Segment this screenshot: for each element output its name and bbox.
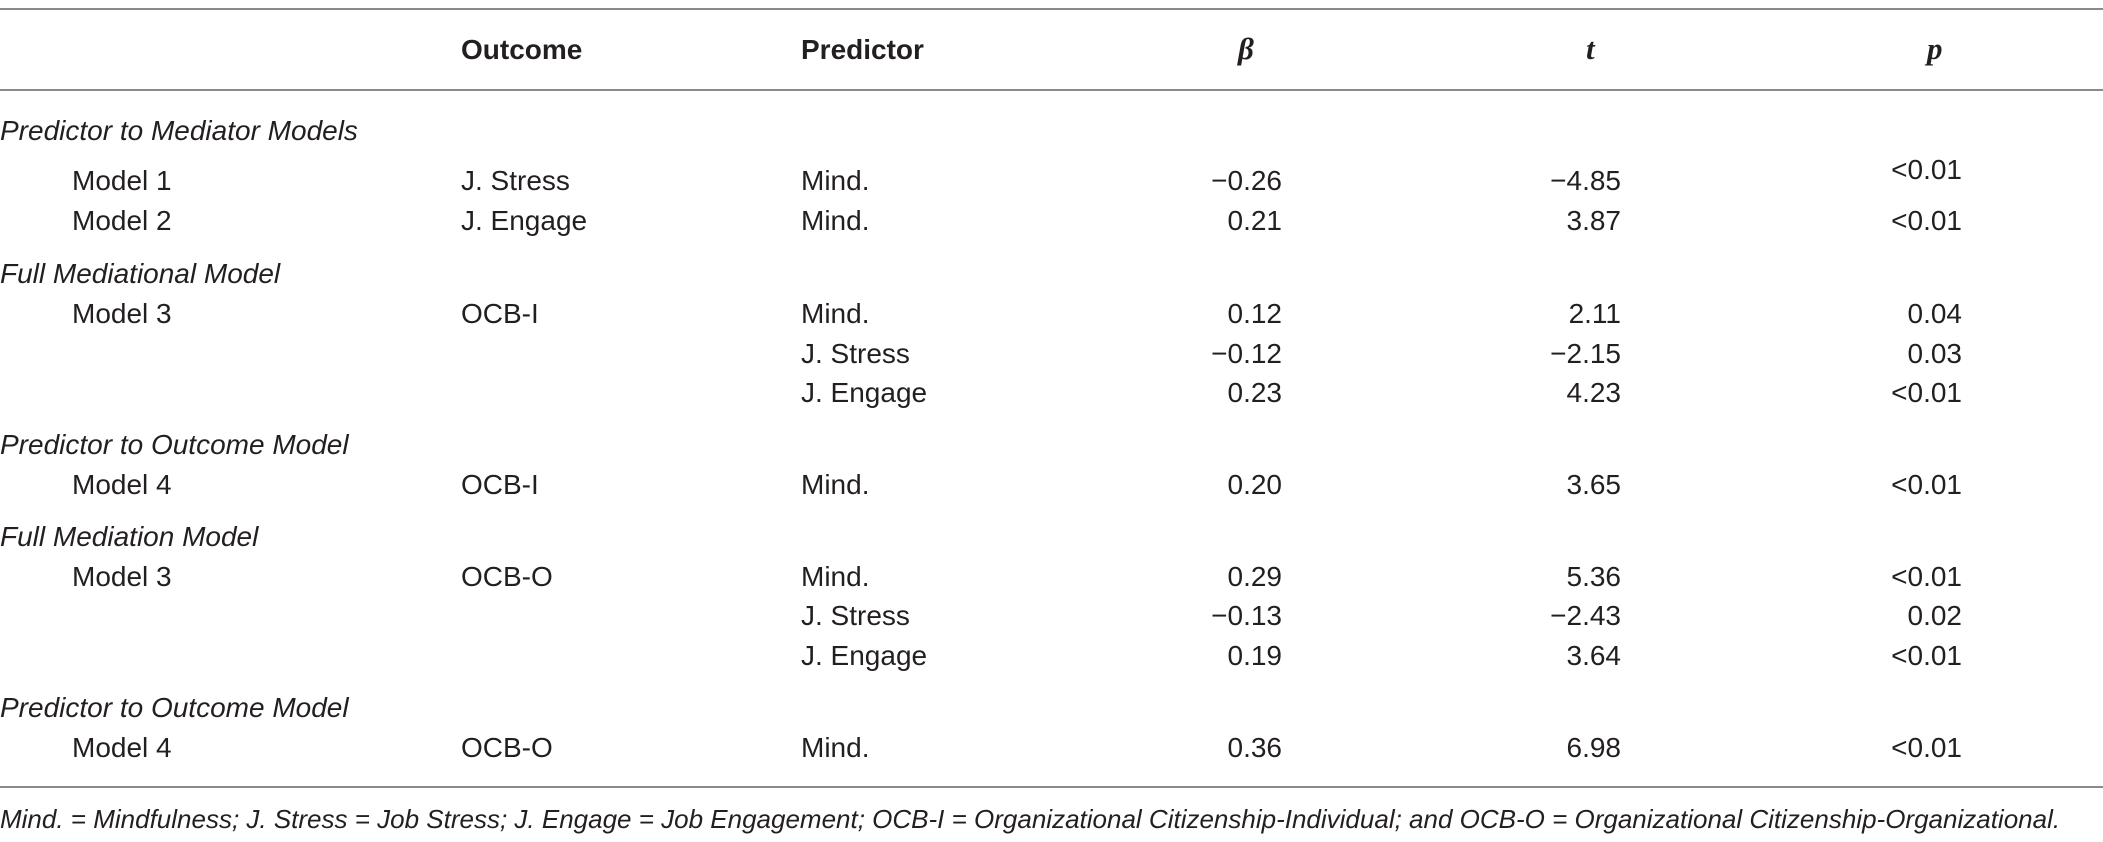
predictor-cell: Mind. — [801, 561, 870, 592]
header-t: t — [1586, 31, 1595, 66]
beta-cell: 0.23 — [1227, 377, 1283, 408]
t-cell: −2.15 — [1550, 338, 1621, 369]
model-cell: Model 2 — [72, 205, 172, 236]
model-cell: Model 4 — [72, 469, 172, 500]
outcome-cell: J. Stress — [461, 165, 570, 196]
predictor-cell: J. Stress — [801, 338, 910, 369]
t-cell: 5.36 — [1566, 561, 1622, 592]
section-title: Predictor to Mediator Models — [0, 115, 358, 146]
predictor-cell: Mind. — [801, 298, 870, 329]
p-cell: 0.02 — [1907, 600, 1963, 631]
section-title: Full Mediational Model — [0, 258, 281, 289]
model-cell: Model 3 — [72, 298, 172, 329]
p-cell: <0.01 — [1891, 377, 1962, 408]
header-p: p — [1927, 31, 1943, 66]
p-cell: 0.04 — [1907, 298, 1963, 329]
section-title: Full Mediation Model — [0, 521, 259, 552]
t-cell: 2.11 — [1568, 298, 1621, 329]
t-cell: 3.64 — [1566, 640, 1622, 671]
p-cell: <0.01 — [1891, 469, 1962, 500]
predictor-cell: J. Stress — [801, 600, 910, 631]
p-cell: <0.01 — [1891, 561, 1962, 592]
beta-cell: −0.26 — [1211, 165, 1282, 196]
t-cell: 3.87 — [1566, 205, 1622, 236]
beta-cell: 0.20 — [1227, 469, 1283, 500]
beta-cell: 0.12 — [1227, 298, 1283, 329]
p-cell: <0.01 — [1891, 640, 1962, 671]
predictor-cell: Mind. — [801, 165, 870, 196]
outcome-cell: OCB-O — [461, 561, 553, 592]
model-cell: Model 1 — [72, 165, 172, 196]
header-outcome: Outcome — [461, 34, 583, 65]
header-predictor: Predictor — [801, 34, 924, 65]
outcome-cell: J. Engage — [461, 205, 588, 236]
model-cell: Model 3 — [72, 561, 172, 592]
model-cell: Model 4 — [72, 732, 172, 763]
t-cell: 4.23 — [1566, 377, 1622, 408]
beta-cell: 0.21 — [1227, 205, 1283, 236]
beta-cell: −0.12 — [1211, 338, 1282, 369]
predictor-cell: Mind. — [801, 205, 870, 236]
outcome-cell: OCB-I — [461, 469, 539, 500]
bottom-rule — [0, 786, 2103, 788]
section-title: Predictor to Outcome Model — [0, 429, 349, 460]
t-cell: −2.43 — [1550, 600, 1621, 631]
outcome-cell: OCB-I — [461, 298, 539, 329]
p-cell: 0.03 — [1907, 338, 1963, 369]
t-cell: −4.85 — [1550, 165, 1621, 196]
beta-cell: 0.36 — [1227, 732, 1283, 763]
predictor-cell: J. Engage — [801, 640, 928, 671]
p-cell: <0.01 — [1891, 205, 1962, 236]
header-beta: β — [1238, 31, 1254, 66]
section-title: Predictor to Outcome Model — [0, 692, 349, 723]
header-rule — [0, 89, 2103, 91]
p-cell: <0.01 — [1891, 732, 1962, 763]
top-rule — [0, 8, 2103, 10]
table-footnote: Mind. = Mindfulness; J. Stress = Job Str… — [0, 804, 2061, 834]
t-cell: 3.65 — [1566, 469, 1622, 500]
predictor-cell: J. Engage — [801, 377, 928, 408]
t-cell: 6.98 — [1566, 732, 1622, 763]
predictor-cell: Mind. — [801, 469, 870, 500]
beta-cell: 0.19 — [1227, 640, 1283, 671]
p-cell: <0.01 — [1891, 154, 1962, 185]
beta-cell: 0.29 — [1227, 561, 1283, 592]
outcome-cell: OCB-O — [461, 732, 553, 763]
predictor-cell: Mind. — [801, 732, 870, 763]
beta-cell: −0.13 — [1211, 600, 1282, 631]
